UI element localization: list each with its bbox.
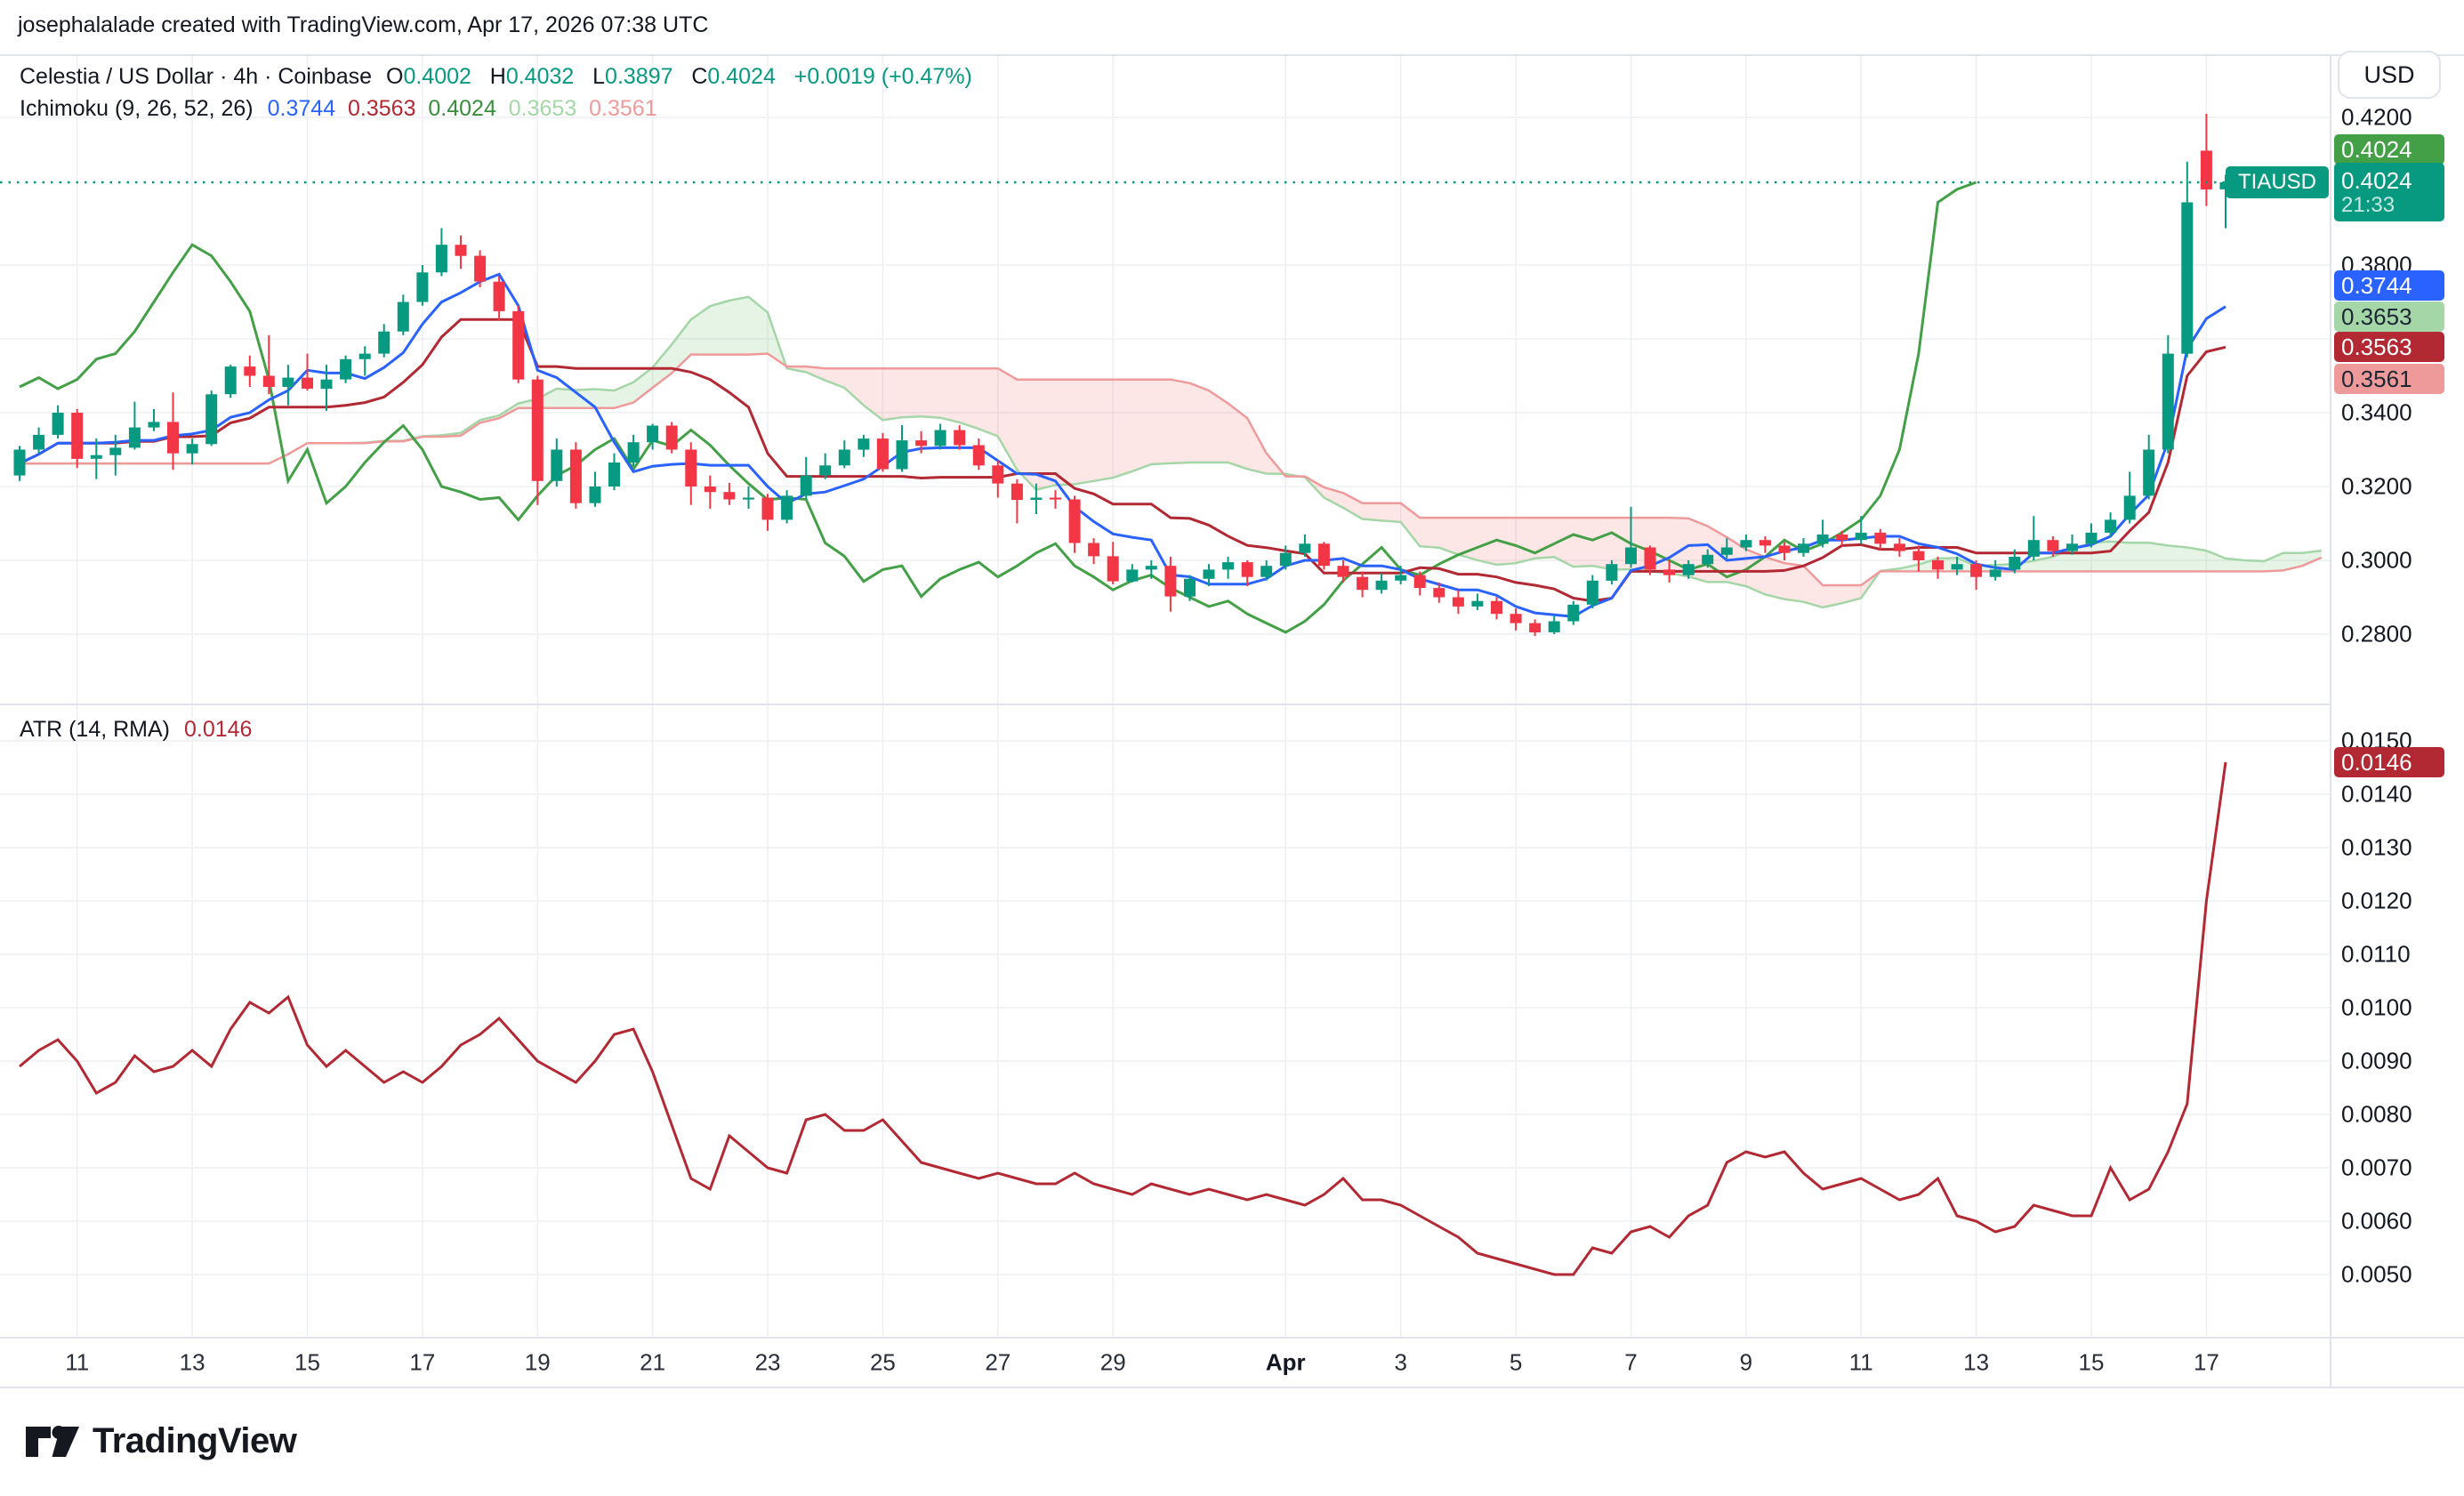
price-axis[interactable]: USD 0.42000.38000.36000.34000.32000.3000…: [2331, 51, 2464, 1387]
time-tick-label: 17: [2193, 1348, 2219, 1376]
time-tick-label: 7: [1624, 1348, 1638, 1376]
time-tick-label: 15: [294, 1348, 320, 1376]
time-tick-label: 3: [1394, 1348, 1407, 1376]
time-tick-label: 11: [1848, 1348, 1873, 1376]
atr-axis-label: 0.0090: [2341, 1047, 2412, 1074]
tradingview-logo-icon: [26, 1425, 79, 1457]
currency-toggle-button[interactable]: USD: [2338, 51, 2441, 99]
time-tick-label: 21: [640, 1348, 666, 1376]
last-price-badge: 0.4024 21:33: [2334, 163, 2444, 222]
atr-legend-row[interactable]: ATR (14, RMA) 0.0146: [20, 717, 252, 743]
ichimoku-base-badge: 0.3563: [2334, 332, 2444, 363]
time-tick-label: 13: [179, 1348, 205, 1376]
price-axis-label: 0.2800: [2341, 620, 2412, 647]
ohlc-values: O0.4002 H0.4032 L0.3897 C0.4024 +0.0019 …: [386, 64, 972, 89]
time-tick-label: Apr: [1265, 1348, 1306, 1376]
time-tick-label: 29: [1099, 1348, 1126, 1376]
atr-axis-label: 0.0130: [2341, 833, 2412, 861]
time-tick-label: 19: [524, 1348, 551, 1376]
last-price-symbol-tag: TIAUSD: [2226, 166, 2329, 199]
ichimoku-conversion-badge: 0.3744: [2334, 270, 2444, 302]
symbol-title[interactable]: Celestia / US Dollar · 4h · Coinbase: [20, 64, 372, 89]
ichimoku-conversion-value: 0.3744: [267, 96, 336, 121]
time-tick-label: 13: [1963, 1348, 1990, 1376]
ichimoku-lagging-badge: 0.4024: [2334, 134, 2444, 165]
low-value: 0.3897: [605, 64, 673, 89]
attribution-header: josephalalade created with TradingView.c…: [18, 12, 709, 37]
atr-value-badge: 0.0146: [2334, 747, 2444, 777]
time-tick-label: 23: [754, 1348, 781, 1376]
open-value: 0.4002: [403, 64, 471, 89]
ichimoku-leadb-badge: 0.3561: [2334, 364, 2444, 395]
atr-value: 0.0146: [184, 717, 253, 742]
atr-title[interactable]: ATR (14, RMA): [20, 717, 170, 742]
time-tick-label: 5: [1509, 1348, 1523, 1376]
ichimoku-leada-value: 0.3653: [508, 96, 577, 121]
ichimoku-legend-row[interactable]: Ichimoku (9, 26, 52, 26) 0.3744 0.3563 0…: [20, 96, 657, 122]
time-tick-label: 25: [869, 1348, 896, 1376]
price-axis-label: 0.3400: [2341, 398, 2412, 426]
change-value: +0.0019 (+0.47%): [793, 64, 972, 89]
price-axis-label: 0.3200: [2341, 472, 2412, 500]
tradingview-logo[interactable]: TradingView: [25, 1421, 297, 1461]
ichimoku-leadb-value: 0.3561: [589, 96, 657, 121]
bar-countdown: 21:33: [2341, 193, 2396, 218]
last-price-value: 0.4024: [2341, 167, 2412, 195]
atr-axis-label: 0.0140: [2341, 780, 2412, 808]
ichimoku-lagging-value: 0.4024: [428, 96, 496, 121]
price-axis-label: 0.3000: [2341, 546, 2412, 574]
atr-axis-label: 0.0120: [2341, 887, 2412, 914]
atr-axis-label: 0.0080: [2341, 1100, 2412, 1128]
high-value: 0.4032: [505, 64, 575, 89]
time-axis[interactable]: 11 13 15 17 19 21 23 25 27 29 Apr 3 5 7 9 11 13 15 17: [0, 1338, 2464, 1387]
atr-axis-label: 0.0070: [2341, 1154, 2412, 1181]
ichimoku-base-value: 0.3563: [348, 96, 416, 121]
close-value: 0.4024: [707, 64, 776, 89]
time-tick-label: 11: [65, 1348, 90, 1376]
tradingview-wordmark: TradingView: [93, 1421, 297, 1460]
time-tick-label: 9: [1739, 1348, 1753, 1376]
atr-axis-label: 0.0110: [2341, 940, 2411, 968]
atr-axis-label: 0.0060: [2341, 1207, 2412, 1235]
atr-axis-label: 0.0050: [2341, 1260, 2412, 1288]
symbol-legend-row[interactable]: Celestia / US Dollar · 4h · Coinbase O0.…: [20, 64, 972, 90]
time-tick-label: 27: [985, 1348, 1011, 1376]
atr-axis-label: 0.0100: [2341, 993, 2412, 1021]
time-tick-label: 17: [409, 1348, 436, 1376]
ichimoku-title[interactable]: Ichimoku (9, 26, 52, 26): [20, 96, 254, 121]
ichimoku-leada-badge: 0.3653: [2334, 302, 2444, 332]
time-tick-label: 15: [2078, 1348, 2105, 1376]
price-axis-label: 0.4200: [2341, 103, 2412, 131]
